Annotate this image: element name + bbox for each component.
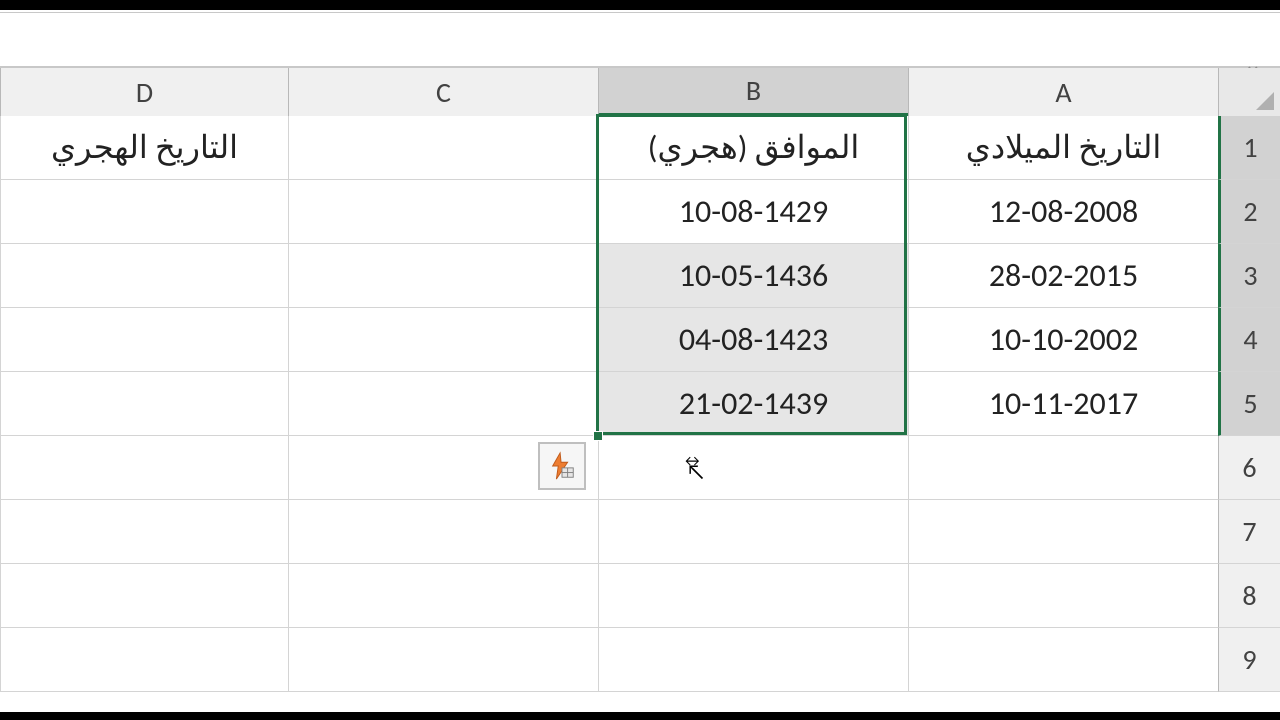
cell-D5[interactable] (0, 372, 288, 436)
cell-B4[interactable]: 04-08-1423 (598, 308, 908, 372)
flash-fill-icon (547, 451, 577, 481)
cell-D6[interactable] (0, 436, 288, 500)
row-header-label: 2 (1243, 194, 1257, 229)
cell-D7[interactable] (0, 500, 288, 564)
cell-B8[interactable] (598, 564, 908, 628)
letterbox-top (0, 0, 1280, 10)
column-header-label: D (136, 75, 153, 110)
cell-A2[interactable]: 12-08-2008 (908, 180, 1218, 244)
cell-B9[interactable] (598, 628, 908, 692)
cell-C7[interactable] (288, 500, 598, 564)
cell-value: 04-08-1423 (679, 320, 828, 359)
cell-value: 10-10-2002 (989, 320, 1138, 359)
row-header-label: 1 (1243, 130, 1257, 165)
row-header-label: 7 (1242, 514, 1256, 549)
cell-value: التاريخ الهجري (51, 128, 238, 167)
cell-A5[interactable]: 10-11-2017 (908, 372, 1218, 436)
column-header-C[interactable]: C (288, 68, 598, 116)
cell-value: 12-08-2008 (989, 192, 1138, 231)
row-5: 5 10-11-2017 21-02-1439 (0, 372, 1280, 436)
cell-B7[interactable] (598, 500, 908, 564)
cell-value: 10-05-1436 (679, 256, 828, 295)
select-all-triangle[interactable] (1218, 68, 1280, 116)
cell-A1[interactable]: التاريخ الميلادي (908, 116, 1218, 180)
cell-B6[interactable] (598, 436, 908, 500)
row-6: 6 (0, 436, 1280, 500)
cell-A4[interactable]: 10-10-2002 (908, 308, 1218, 372)
cell-B1[interactable]: الموافق (هجري) (598, 116, 908, 180)
row-header-5[interactable]: 5 (1218, 372, 1280, 436)
row-header-3[interactable]: 3 (1218, 244, 1280, 308)
formula-bar[interactable]: ⌄ (0, 12, 1280, 68)
row-header-label: 4 (1243, 322, 1257, 357)
column-header-D[interactable]: D (0, 68, 288, 116)
row-7: 7 (0, 500, 1280, 564)
row-1: 1 التاريخ الميلادي الموافق (هجري) التاريخ ا… (0, 116, 1280, 180)
row-header-4[interactable]: 4 (1218, 308, 1280, 372)
flash-fill-options-button[interactable] (538, 442, 586, 490)
row-header-1[interactable]: 1 (1218, 116, 1280, 180)
row-header-label: 3 (1243, 258, 1257, 293)
row-header-label: 9 (1242, 642, 1256, 677)
cell-B5[interactable]: 21-02-1439 (598, 372, 908, 436)
row-2: 2 12-08-2008 10-08-1429 (0, 180, 1280, 244)
cell-B3[interactable]: 10-05-1436 (598, 244, 908, 308)
cell-D2[interactable] (0, 180, 288, 244)
cell-C2[interactable] (288, 180, 598, 244)
cell-value: 28-02-2015 (989, 256, 1138, 295)
column-header-A[interactable]: A (908, 68, 1218, 116)
row-header-8[interactable]: 8 (1218, 564, 1280, 628)
cell-value: 10-08-1429 (679, 192, 828, 231)
row-header-2[interactable]: 2 (1218, 180, 1280, 244)
row-8: 8 (0, 564, 1280, 628)
row-header-6[interactable]: 6 (1218, 436, 1280, 500)
cell-A9[interactable] (908, 628, 1218, 692)
cell-C8[interactable] (288, 564, 598, 628)
cell-value: التاريخ الميلادي (966, 128, 1161, 167)
column-header-label: B (746, 73, 761, 108)
row-header-label: 6 (1242, 450, 1256, 485)
cell-B2[interactable]: 10-08-1429 (598, 180, 908, 244)
cell-A6[interactable] (908, 436, 1218, 500)
cell-C4[interactable] (288, 308, 598, 372)
row-header-label: 5 (1243, 386, 1257, 421)
spreadsheet-grid[interactable]: A B C D 1 التاريخ الميلادي الموافق (هجري) التا… (0, 68, 1280, 692)
column-header-B[interactable]: B (598, 68, 908, 116)
row-9: 9 (0, 628, 1280, 692)
row-header-7[interactable]: 7 (1218, 500, 1280, 564)
column-header-label: C (436, 75, 451, 110)
cell-value: 10-11-2017 (989, 384, 1138, 423)
cell-value: 21-02-1439 (679, 384, 828, 423)
cell-D4[interactable] (0, 308, 288, 372)
row-4: 4 10-10-2002 04-08-1423 (0, 308, 1280, 372)
row-3: 3 28-02-2015 10-05-1436 (0, 244, 1280, 308)
row-header-9[interactable]: 9 (1218, 628, 1280, 692)
cell-A7[interactable] (908, 500, 1218, 564)
cell-A8[interactable] (908, 564, 1218, 628)
cell-D8[interactable] (0, 564, 288, 628)
fill-handle[interactable] (593, 431, 603, 441)
letterbox-bottom (0, 712, 1280, 720)
cell-C9[interactable] (288, 628, 598, 692)
cell-C5[interactable] (288, 372, 598, 436)
cell-A3[interactable]: 28-02-2015 (908, 244, 1218, 308)
cell-D1[interactable]: التاريخ الهجري (0, 116, 288, 180)
column-headers-row: A B C D (0, 68, 1280, 116)
cell-C3[interactable] (288, 244, 598, 308)
cell-D9[interactable] (0, 628, 288, 692)
column-header-label: A (1055, 75, 1071, 110)
cell-value: الموافق (هجري) (648, 128, 859, 167)
row-header-label: 8 (1242, 578, 1256, 613)
cell-D3[interactable] (0, 244, 288, 308)
cell-C1[interactable] (288, 116, 598, 180)
